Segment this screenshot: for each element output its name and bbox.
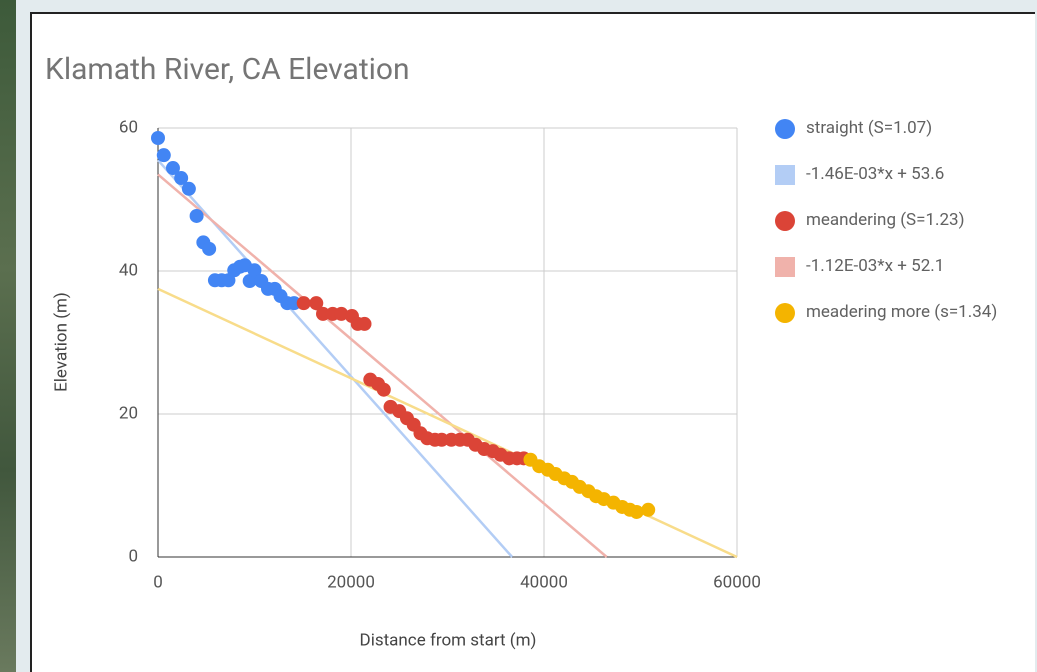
legend-label: -1.46E-03*x + 53.6 — [806, 164, 1020, 185]
y-tick-label: 0 — [128, 546, 138, 566]
data-point — [157, 148, 171, 162]
y-tick-label: 40 — [119, 260, 138, 280]
legend-swatch — [775, 303, 795, 323]
data-point — [190, 209, 204, 223]
trendline — [158, 174, 607, 557]
legend-swatch — [775, 165, 795, 185]
data-point — [641, 503, 655, 517]
x-tick-label: 0 — [153, 572, 163, 592]
x-tick-label: 60000 — [713, 572, 761, 592]
y-tick-label: 20 — [119, 403, 138, 423]
legend-label: -1.12E-03*x + 52.1 — [806, 256, 1020, 277]
data-point — [630, 505, 644, 519]
trendline — [158, 289, 737, 557]
legend-swatch — [775, 257, 795, 277]
chart-title: Klamath River, CA Elevation — [45, 52, 410, 87]
data-point — [358, 317, 372, 331]
data-point — [151, 131, 165, 145]
legend-label: meadering more (s=1.34) — [806, 302, 1020, 323]
x-tick-label: 40000 — [520, 572, 568, 592]
data-point — [297, 296, 311, 310]
y-tick-label: 60 — [119, 117, 138, 137]
legend-label: straight (S=1.07) — [806, 118, 1020, 139]
data-point — [182, 182, 196, 196]
data-point — [202, 242, 216, 256]
page: Klamath River, CA Elevation Distance fro… — [0, 0, 1037, 672]
data-point — [377, 383, 391, 397]
legend-swatch — [775, 211, 795, 231]
legend-label: meandering (S=1.23) — [806, 210, 1020, 231]
legend-swatch — [775, 119, 795, 139]
chart: Klamath River, CA Elevation Distance fro… — [0, 0, 1037, 672]
x-tick-label: 20000 — [327, 572, 375, 592]
y-axis-label: Elevation (m) — [51, 292, 71, 392]
x-axis-label: Distance from start (m) — [360, 630, 537, 650]
